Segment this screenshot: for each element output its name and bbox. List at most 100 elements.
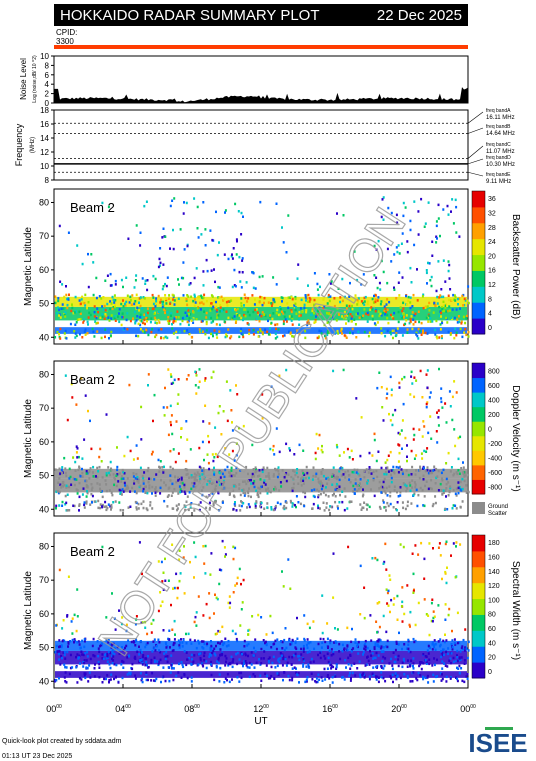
beam-scatter-cell <box>372 657 375 660</box>
beam-scatter-cell <box>146 279 149 282</box>
beam-scatter-cell <box>86 332 89 335</box>
beam-scatter-cell <box>343 508 346 512</box>
beam-scatter-cell <box>312 620 315 623</box>
beam-scatter-cell <box>355 313 358 316</box>
beam-scatter-cell <box>312 660 315 663</box>
beam-scatter-cell <box>356 645 359 648</box>
beam-scatter-cell <box>225 657 228 660</box>
beam-scatter-cell <box>126 435 129 439</box>
beam-scatter-cell <box>411 382 414 385</box>
beam-scatter-cell <box>67 298 70 301</box>
beam-scatter-cell <box>359 675 362 679</box>
title-bar: HOKKAIDO RADAR SUMMARY PLOT 22 Dec 2025 <box>54 4 468 26</box>
beam-scatter-cell <box>172 381 175 385</box>
beam-scatter-cell <box>218 630 221 633</box>
beam-scatter-cell <box>351 627 353 631</box>
beam-scatter-cell <box>208 422 211 425</box>
beam-scatter-cell <box>142 654 145 657</box>
beam-scatter-cell <box>393 485 396 488</box>
beam-scatter-cell <box>154 494 157 497</box>
beam-scatter-cell <box>324 493 327 497</box>
beam-scatter-cell <box>75 488 78 491</box>
beam-scatter-cell <box>440 315 442 318</box>
beam-scatter-cell <box>56 306 59 309</box>
beam-scatter-cell <box>202 476 205 480</box>
beam-scatter-cell <box>180 427 183 430</box>
beam-scatter-cell <box>83 672 86 675</box>
beam-scatter-cell <box>168 319 171 323</box>
beam-scatter-cell <box>432 680 435 683</box>
beam-scatter-cell <box>338 485 341 488</box>
beam-scatter-cell <box>311 478 314 481</box>
beam-scatter-cell <box>305 297 308 300</box>
beam-scatter-cell <box>81 336 84 339</box>
beam-label: Beam 2 <box>70 544 115 559</box>
beam-scatter-cell <box>433 645 436 649</box>
beam-scatter-cell <box>98 465 101 469</box>
beam-scatter-cell <box>174 320 177 323</box>
beam-scatter-cell <box>176 507 179 510</box>
beam-scatter-cell <box>170 494 173 497</box>
beam-scatter-cell <box>97 470 100 473</box>
beam-scatter-cell <box>70 309 73 313</box>
beam-scatter-cell <box>254 506 257 509</box>
beam-scatter-cell <box>183 316 186 319</box>
beam-scatter-cell <box>98 666 101 669</box>
beam-scatter-cell <box>375 651 378 655</box>
noise-ytick-label: 6 <box>45 71 50 80</box>
beam-scatter-cell <box>92 465 95 469</box>
beam-scatter-cell <box>392 603 395 606</box>
beam-scatter-cell <box>214 654 217 657</box>
beam-scatter-cell <box>348 674 351 677</box>
beam-scatter-cell <box>308 322 311 325</box>
beam-scatter-cell <box>210 552 213 555</box>
beam-scatter-cell <box>380 314 383 317</box>
beam-scatter-cell <box>312 466 315 469</box>
beam-scatter-cell <box>61 303 64 306</box>
beam-scatter-cell <box>389 494 392 498</box>
beam-scatter-cell <box>235 384 237 387</box>
colorbar-tick-label: 180 <box>488 540 500 547</box>
beam-scatter-cell <box>372 666 375 669</box>
beam-scatter-cell <box>444 489 447 492</box>
beam-scatter-cell <box>326 330 329 333</box>
beam-scatter-cell <box>420 321 423 325</box>
beam-scatter-cell <box>450 643 453 646</box>
beam-scatter-cell <box>92 261 95 264</box>
beam-scatter-cell <box>340 329 343 333</box>
beam-scatter-cell <box>338 650 341 653</box>
beam-scatter-cell <box>272 475 275 478</box>
beam-scatter-cell <box>211 307 214 311</box>
beam-scatter-cell <box>372 477 375 481</box>
beam-scatter-cell <box>110 467 112 470</box>
beam-scatter-cell <box>197 236 200 239</box>
beam-scatter-cell <box>245 664 248 667</box>
beam-scatter-cell <box>58 639 61 642</box>
beam-scatter-cell <box>327 312 330 316</box>
beam-scatter-cell <box>385 588 388 591</box>
beam-scatter-cell <box>338 501 341 504</box>
beam-scatter-cell <box>462 315 465 319</box>
beam-scatter-cell <box>335 663 338 666</box>
beam-scatter-cell <box>126 477 129 480</box>
beam-scatter-cell <box>384 313 387 316</box>
beam-scatter-cell <box>188 317 191 320</box>
beam-scatter-cell <box>276 501 279 504</box>
beam-scatter-cell <box>76 492 79 495</box>
beam-scatter-cell <box>414 485 417 489</box>
beam-scatter-cell <box>354 478 357 481</box>
beam-scatter-cell <box>382 614 385 618</box>
beam-scatter-cell <box>105 483 108 486</box>
beam-scatter-cell <box>414 473 417 476</box>
beam-scatter-cell <box>407 295 410 299</box>
freq-band-value: 14.64 MHz <box>486 131 515 137</box>
beam-scatter-cell <box>294 640 297 643</box>
beam-scatter-cell <box>362 273 365 276</box>
beam-scatter-cell <box>175 330 178 334</box>
beam-scatter-cell <box>455 391 458 394</box>
beam-scatter-cell <box>202 640 205 643</box>
beam-scatter-cell <box>345 666 347 669</box>
beam-scatter-cell <box>444 542 447 546</box>
beam-scatter-cell <box>425 373 428 376</box>
beam-scatter-cell <box>243 293 246 296</box>
